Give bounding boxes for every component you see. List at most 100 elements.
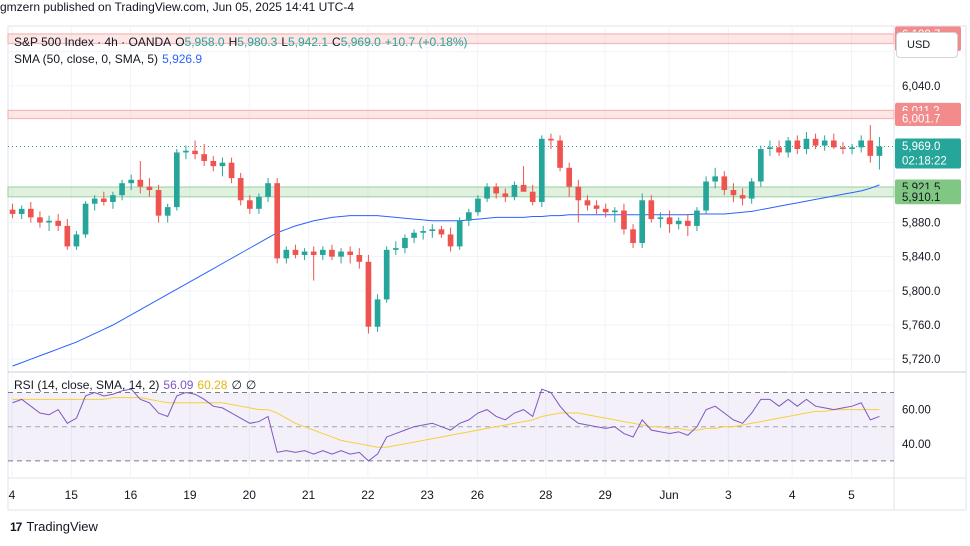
candle <box>274 178 281 264</box>
candle-body <box>164 207 171 216</box>
candle-body <box>502 193 509 197</box>
resistance-zone <box>7 109 895 120</box>
candle-body <box>484 186 490 199</box>
candle-body <box>475 198 481 213</box>
candle <box>392 241 399 255</box>
candle <box>356 248 363 269</box>
candle-body <box>657 217 664 220</box>
x-tick-label-4: 4 <box>789 488 796 502</box>
candle <box>821 135 828 151</box>
candle <box>684 213 691 237</box>
x-tick-label-26: 26 <box>471 488 485 502</box>
candle-body <box>557 140 563 168</box>
candle-body <box>776 147 782 153</box>
candle-body <box>849 147 855 150</box>
legend-low-value: 5,942.1 <box>288 35 329 49</box>
candle <box>319 246 326 261</box>
candle-body <box>18 208 25 214</box>
candle <box>657 212 664 228</box>
candle-body <box>575 186 582 201</box>
candle-body <box>274 183 281 259</box>
x-tick-label-4: 4 <box>9 488 16 502</box>
candle <box>666 210 673 233</box>
candle <box>128 174 135 191</box>
candle <box>438 225 445 238</box>
candle-body <box>639 200 646 243</box>
candle <box>575 179 582 223</box>
candle <box>228 157 235 184</box>
candle <box>548 133 554 150</box>
candle-body <box>584 200 591 206</box>
candle-body <box>456 220 463 247</box>
rsi-legend-extra-1: ∅ <box>231 378 242 392</box>
candle <box>219 157 226 177</box>
candle-body <box>621 210 627 230</box>
candle-body <box>146 186 153 191</box>
candle-body <box>383 249 390 300</box>
candle <box>776 140 782 156</box>
candle <box>520 166 527 192</box>
candle <box>639 193 646 249</box>
candle-body <box>64 225 71 247</box>
candle-body <box>648 200 655 220</box>
candle-body <box>666 217 673 225</box>
candle-body <box>840 147 846 150</box>
candle <box>794 135 801 155</box>
candle <box>584 195 591 211</box>
candle-body <box>301 251 308 255</box>
candle <box>329 244 335 261</box>
legend-close-value: 5,969.0 <box>340 35 381 49</box>
currency-button[interactable]: USD <box>896 32 958 58</box>
rsi-legend-value: 56.09 <box>163 378 194 392</box>
candle-body <box>173 152 180 208</box>
candle <box>46 215 52 232</box>
candle <box>712 167 719 189</box>
x-tick-label-5: 5 <box>848 488 855 502</box>
candle <box>876 137 883 170</box>
candle <box>137 160 144 194</box>
candle <box>292 244 299 259</box>
candle <box>484 183 490 202</box>
candle <box>757 145 764 187</box>
candle <box>703 176 709 214</box>
candle-body <box>566 167 573 187</box>
candle <box>37 211 43 228</box>
candle <box>164 203 171 223</box>
candle-body <box>438 229 445 235</box>
candle <box>73 231 80 250</box>
candle-body <box>110 195 116 202</box>
candle <box>183 145 189 160</box>
price-tag-label: 5,910.1 <box>902 192 940 204</box>
candle <box>511 181 518 201</box>
x-tick-label-16: 16 <box>124 488 138 502</box>
candle <box>192 140 198 160</box>
price-tag-label: 6,001.7 <box>902 114 940 126</box>
candle <box>374 294 381 332</box>
bar-countdown-label: 02:18:22 <box>902 155 947 167</box>
candle-body <box>119 183 125 196</box>
candle <box>173 149 180 211</box>
candle-body <box>192 150 198 155</box>
main-legend: S&P 500 Index · 4h · OANDA O5,958.0 H5,980… <box>14 35 472 49</box>
candle <box>748 178 755 204</box>
tradingview-brand[interactable]: 17 TradingView <box>10 519 98 534</box>
candle-body <box>329 249 335 257</box>
candle <box>146 178 153 197</box>
candle <box>119 179 125 201</box>
candle <box>849 143 855 155</box>
candle-body <box>128 179 135 184</box>
candle <box>9 203 16 219</box>
published-by-header: gmzern published on TradingView.com, Jun… <box>0 0 354 14</box>
candle-body <box>867 140 874 156</box>
rsi-ma-line <box>12 397 880 448</box>
candle-body <box>493 186 500 194</box>
candle <box>803 131 810 155</box>
x-tick-label-22: 22 <box>361 488 375 502</box>
candle-body <box>757 149 764 182</box>
candle <box>201 143 208 167</box>
candle <box>621 203 627 235</box>
candle-body <box>684 220 691 226</box>
legend-open-label: O <box>175 35 185 49</box>
candle <box>566 162 573 197</box>
